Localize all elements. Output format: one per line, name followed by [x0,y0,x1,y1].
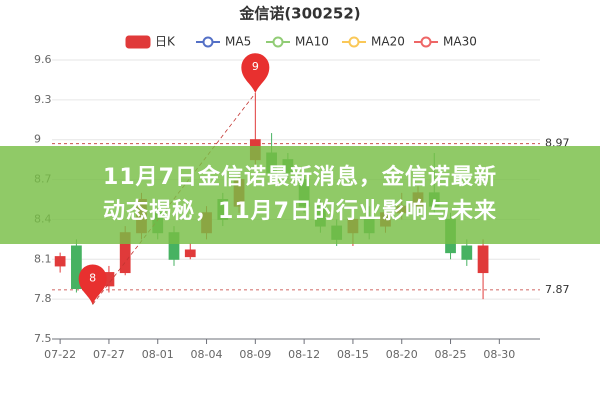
x-tick-label: 08-09 [239,348,271,361]
mark-line-label: 7.87 [545,283,570,296]
y-tick-label: 7.8 [34,292,52,305]
legend-label: MA5 [225,35,251,49]
legend-icon [420,36,432,48]
legend-label: MA10 [295,35,329,49]
mark-pin [241,53,270,94]
candle-body [184,249,196,258]
y-tick-label: 7.5 [34,332,52,345]
y-tick-label: 9.3 [34,93,52,106]
candle-body [54,256,66,267]
y-tick-label: 9.6 [34,53,52,66]
headline-line: 动态揭秘，11月7日的行业影响与未来 [103,199,497,224]
y-tick-label: 8.1 [34,252,52,265]
legend-icon [272,36,284,48]
headline-line: 11月7日金信诺最新消息，金信诺最新 [103,165,497,190]
x-tick-label: 08-01 [142,348,174,361]
x-tick-label: 08-04 [191,348,223,361]
legend-label: MA20 [371,35,405,49]
x-tick-label: 08-12 [288,348,320,361]
x-tick-label: 08-30 [483,348,515,361]
y-tick-label: 9 [34,133,41,146]
legend-label: 日K [155,35,176,49]
candle-body [461,245,473,260]
mark-pin-label: 8 [89,271,96,284]
headline-banner: 11月7日金信诺最新消息，金信诺最新 动态揭秘，11月7日的行业影响与未来 [0,146,600,244]
candle-body [477,245,489,274]
candle-body [71,245,82,290]
legend-icon [125,35,151,49]
legend-label: MA30 [443,35,477,49]
legend-icon [348,36,360,48]
chart-title: 金信诺(300252) [238,5,360,23]
legend-icon [202,36,214,48]
x-tick-label: 08-15 [337,348,369,361]
x-tick-label: 07-27 [93,348,125,361]
mark-pin [78,264,107,305]
x-tick-label: 08-25 [435,348,467,361]
mark-pin-label: 9 [252,60,259,73]
x-tick-label: 08-20 [386,348,418,361]
x-tick-label: 07-22 [44,348,76,361]
